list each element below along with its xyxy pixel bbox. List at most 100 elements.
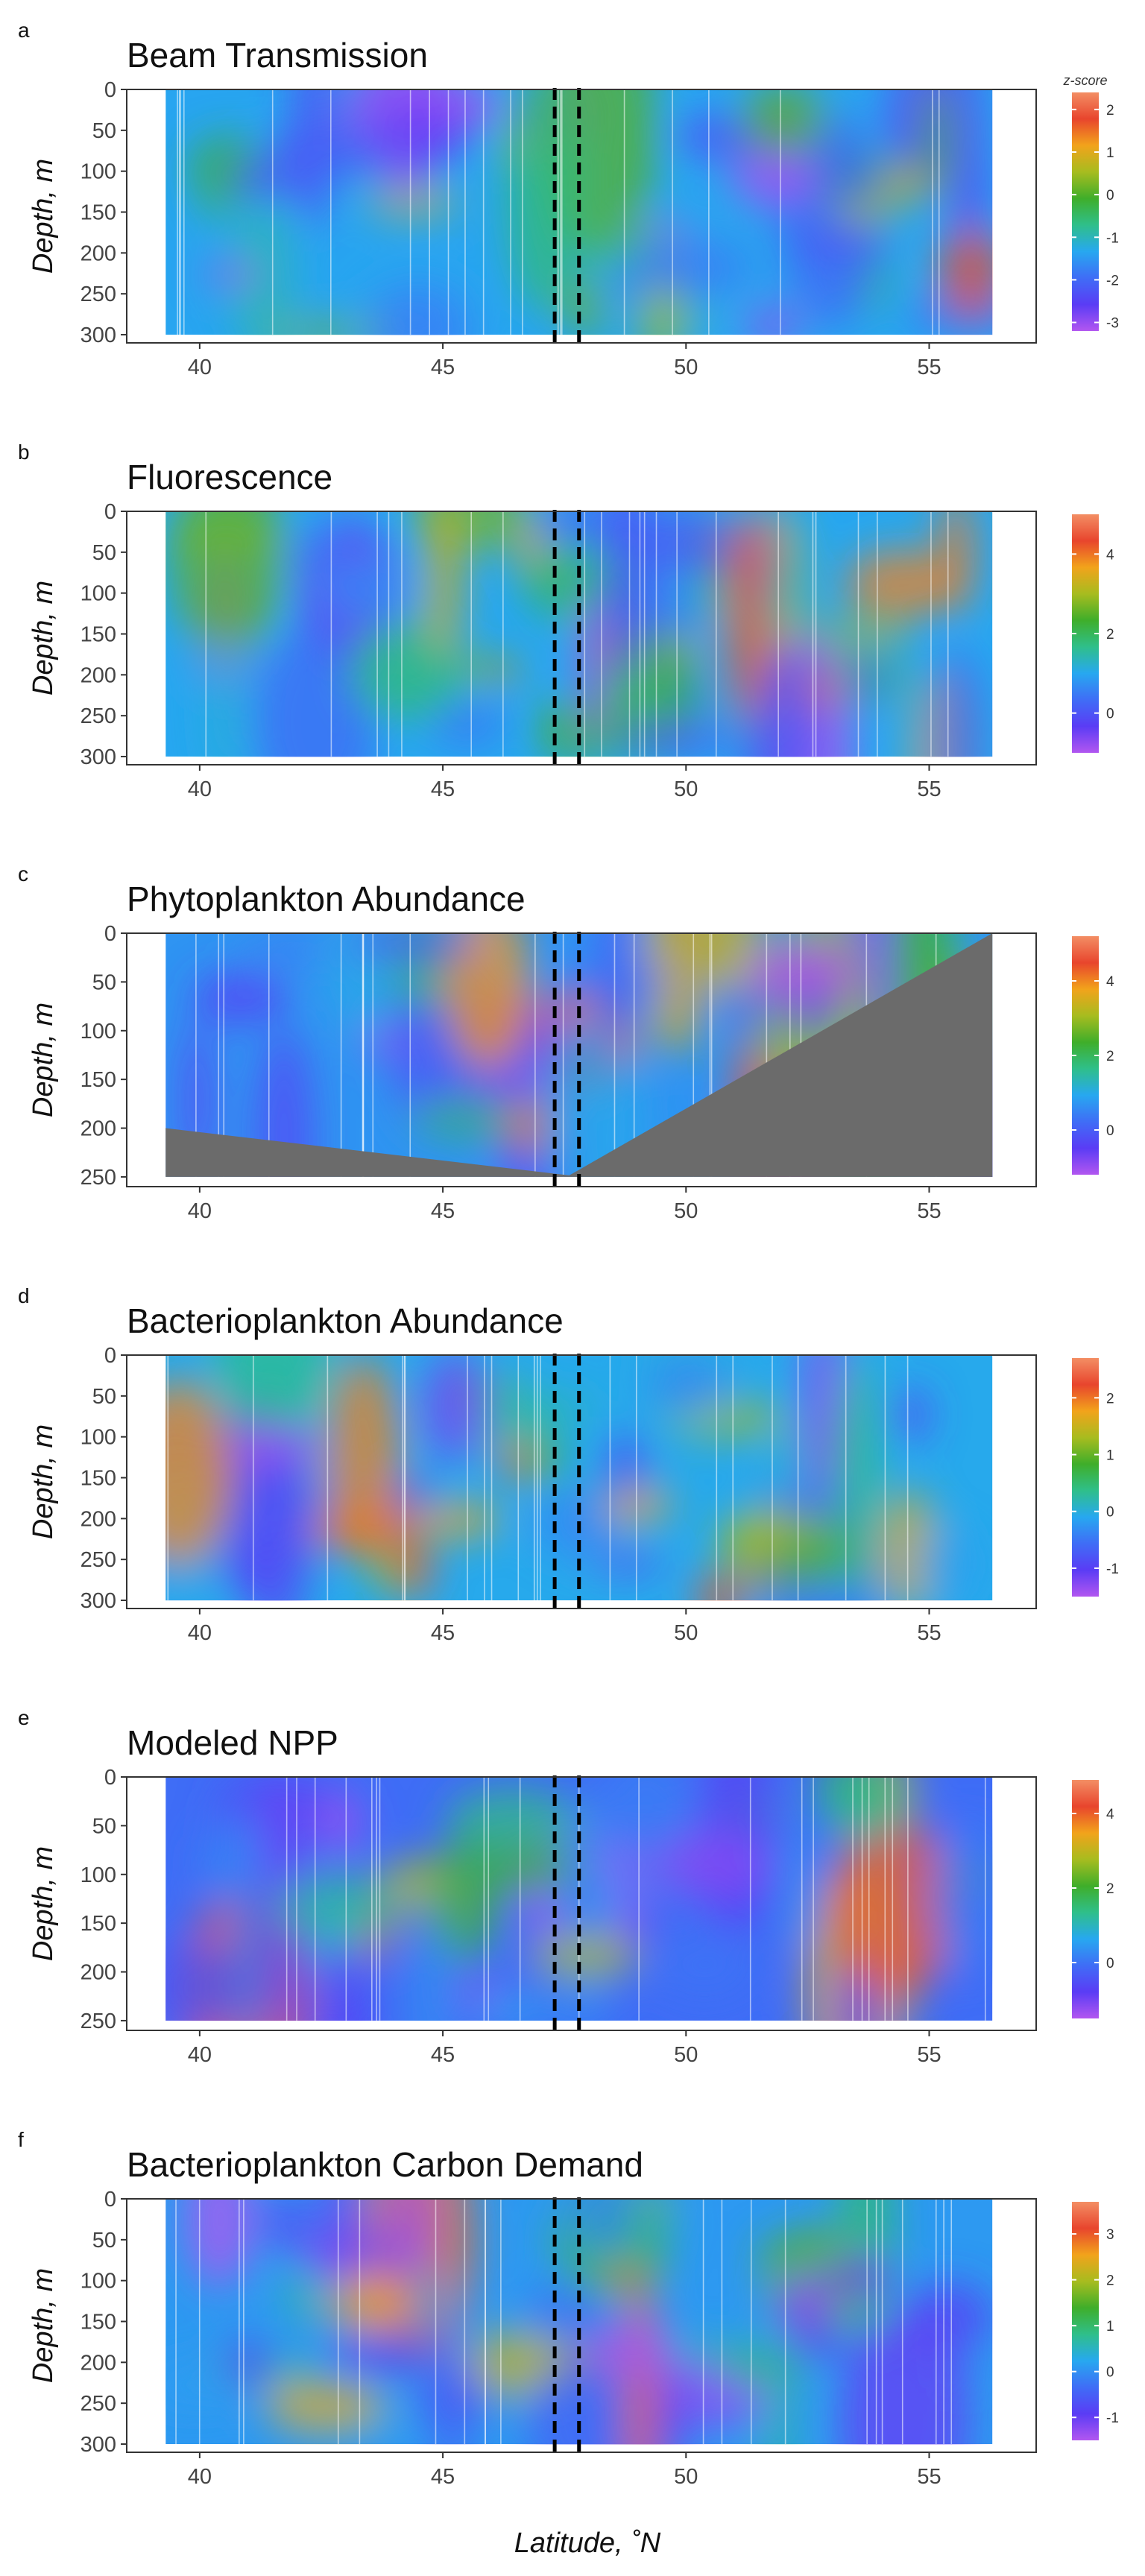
heatmap-blob xyxy=(648,1831,771,1898)
colorbar xyxy=(1072,92,1099,331)
heatmap-blob xyxy=(169,511,288,654)
panel-title: Beam Transmission xyxy=(127,36,428,75)
heatmap-blob xyxy=(653,1932,756,1999)
heatmap-blob xyxy=(920,90,955,199)
x-tick-label: 45 xyxy=(431,1199,455,1223)
heatmap-blob xyxy=(613,1027,643,1061)
x-tick-label: 50 xyxy=(674,2465,698,2489)
panel-title: Phytoplankton Abundance xyxy=(127,880,526,918)
heatmap-blob xyxy=(830,2252,893,2302)
heatmap-blob xyxy=(374,99,470,163)
heatmap-blob xyxy=(578,593,608,742)
heatmap-blob xyxy=(696,1570,742,1601)
colorbar-tick-label: 0 xyxy=(1106,1505,1114,1521)
x-tick-label: 50 xyxy=(674,1199,698,1223)
y-tick-label: 200 xyxy=(81,1961,116,1985)
panel-letter: e xyxy=(18,1706,30,1729)
colorbar-tick-label: 1 xyxy=(1106,2319,1114,2334)
heatmap-blob xyxy=(233,196,293,335)
y-tick-label: 250 xyxy=(81,2010,116,2033)
heatmap-blob xyxy=(444,933,532,1070)
heatmap-blob xyxy=(286,2271,318,2323)
panel-letter: c xyxy=(18,862,28,886)
x-tick-label: 55 xyxy=(917,1199,941,1223)
y-tick-label: 150 xyxy=(81,2311,116,2334)
heatmap-blob xyxy=(938,222,993,321)
y-tick-label: 100 xyxy=(81,582,116,606)
x-tick-label: 55 xyxy=(917,356,941,379)
heatmap-blob xyxy=(192,971,290,1024)
heatmap-blob xyxy=(253,627,377,757)
x-tick-label: 40 xyxy=(188,2465,212,2489)
y-tick-label: 100 xyxy=(81,1426,116,1450)
heatmap-blob xyxy=(840,2311,969,2445)
heatmap-blob xyxy=(318,1790,363,1854)
y-tick-label: 50 xyxy=(92,541,116,565)
colorbar-tick-label: 2 xyxy=(1106,1049,1114,1064)
heatmap-blob xyxy=(623,2268,657,2445)
x-tick-label: 50 xyxy=(674,2043,698,2067)
y-tick-label: 50 xyxy=(92,1814,116,1838)
y-tick-label: 150 xyxy=(81,623,116,647)
heatmap-field xyxy=(165,1777,993,2021)
heatmap-blob xyxy=(855,643,883,707)
heatmap-blob xyxy=(933,1819,993,1973)
heatmap-blob xyxy=(432,1832,502,1963)
heatmap-blob xyxy=(322,564,409,614)
heatmap-blob xyxy=(740,89,827,155)
y-tick-label: 0 xyxy=(104,1344,116,1368)
heatmap-blob xyxy=(165,1939,244,2021)
heatmap-blob xyxy=(579,2325,675,2380)
heatmap-blob xyxy=(768,1540,857,1578)
x-tick-label: 45 xyxy=(431,2465,455,2489)
x-tick-label: 45 xyxy=(431,1621,455,1645)
plot-frame xyxy=(126,2198,1037,2453)
y-tick-label: 0 xyxy=(104,922,116,946)
heatmap-blob xyxy=(394,1542,434,1597)
y-tick-label: 200 xyxy=(81,1117,116,1141)
y-tick-label: 250 xyxy=(81,282,116,306)
colorbar-label: z-score xyxy=(1062,73,1107,88)
heatmap-blob xyxy=(227,1804,267,2021)
y-tick-label: 250 xyxy=(81,2392,116,2416)
heatmap-blob xyxy=(729,151,818,203)
colorbar-tick-label: 4 xyxy=(1106,974,1114,990)
colorbar xyxy=(1072,2202,1099,2440)
y-tick-label: 100 xyxy=(81,2270,116,2294)
heatmap-blob xyxy=(750,939,857,1003)
y-tick-label: 0 xyxy=(104,2188,116,2212)
plot-frame xyxy=(126,1776,1037,2031)
colorbar xyxy=(1072,1780,1099,2018)
heatmap-blob xyxy=(500,1437,532,1483)
heatmap-blob xyxy=(630,238,755,295)
heatmap-blob xyxy=(562,277,608,335)
heatmap-blob xyxy=(505,89,583,312)
heatmap-blob xyxy=(704,933,767,1002)
heatmap-blob xyxy=(774,2279,836,2326)
y-axis-label: Depth, m xyxy=(28,2268,59,2383)
colorbar-tick-label: -2 xyxy=(1106,273,1119,288)
plot-frame xyxy=(126,511,1037,765)
heatmap-blob xyxy=(185,2199,254,2288)
heatmap-field xyxy=(165,1355,993,1601)
y-tick-label: 150 xyxy=(81,1068,116,1092)
heatmap-blob xyxy=(222,2339,277,2387)
heatmap-blob xyxy=(743,306,801,335)
heatmap-blob xyxy=(932,649,983,757)
x-axis-label: Latitude, ˚N xyxy=(514,2528,661,2559)
heatmap-blob xyxy=(493,1393,599,1420)
colorbar-tick-label: -1 xyxy=(1106,1562,1119,1577)
x-tick-label: 40 xyxy=(188,356,212,379)
heatmap-blob xyxy=(365,284,472,335)
heatmap-blob xyxy=(420,1355,491,1463)
panel-title: Modeled NPP xyxy=(127,1723,338,1762)
heatmap-blob xyxy=(754,2241,828,2260)
heatmap-blob xyxy=(330,2328,434,2375)
colorbar-tick-label: 2 xyxy=(1106,627,1114,643)
colorbar-tick-label: 0 xyxy=(1106,707,1114,722)
heatmap-blob xyxy=(364,1029,402,1055)
heatmap-blob xyxy=(265,2379,385,2434)
x-tick-label: 45 xyxy=(431,356,455,379)
